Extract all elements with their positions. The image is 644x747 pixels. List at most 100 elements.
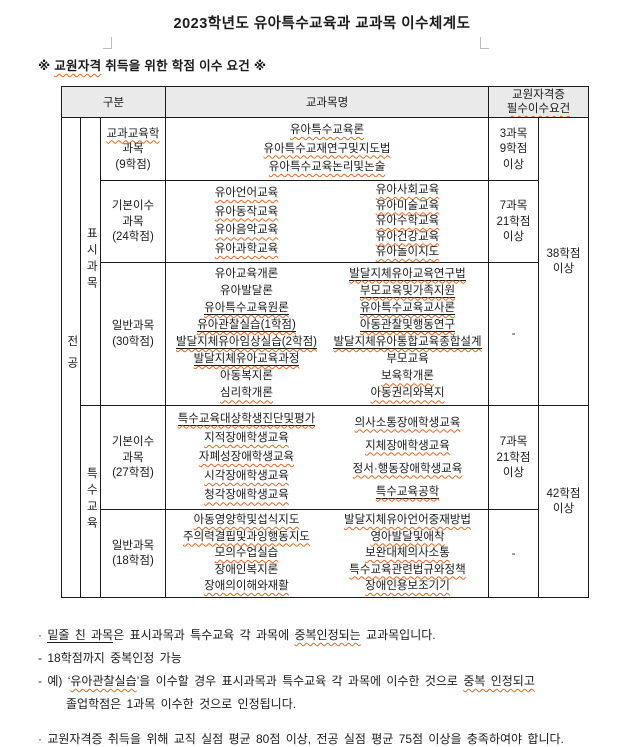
course-item: 유아특수교육논리및논술 — [269, 161, 385, 174]
text-segment: - 예) ‘ — [38, 674, 71, 688]
category-line: (30학점) — [102, 335, 165, 348]
category-line: 일반과목 — [102, 320, 165, 332]
text-segment: 유아언어교육 — [214, 187, 279, 200]
text-segment: 아동관찰및행동연구 — [359, 318, 456, 332]
course-item: 특수교육관련법규와정책 — [349, 564, 465, 577]
course-item: 발달지체유아통합교육종합설계 — [333, 336, 482, 350]
requirement-cell: - — [488, 262, 539, 406]
text-segment: 교원자격 — [54, 59, 102, 73]
text-segment: (30학점) — [112, 335, 154, 348]
course-item: 심리학개론 — [220, 387, 273, 400]
category-line: 과목 — [102, 143, 165, 155]
text-segment: 은 표시과목과 특수교육 각 과목에 — [113, 628, 295, 642]
text-segment: 보완대체의사소통 — [365, 547, 450, 559]
category-line: (24학점) — [102, 231, 165, 243]
course-item: 장애의이해와재활 — [204, 580, 289, 593]
text-segment: 유아특수교육논리및논술 — [268, 161, 386, 173]
category-line: (27학점) — [102, 467, 165, 479]
text-segment: 21학점 — [496, 451, 531, 464]
course-item: 부모교육및가족지원 — [359, 284, 456, 298]
text-boundary-mark-right — [480, 37, 489, 49]
header-group: 구분 — [61, 86, 166, 118]
course-item: 장애인복지론 — [215, 564, 278, 577]
text-segment: 발달지체유아교육연구법 — [349, 267, 466, 281]
header-line: 필수이수요건 — [490, 103, 588, 115]
text-segment: 취득을 위한 학점 이수 요건 ※ — [101, 59, 267, 73]
course-item: 정서·행동장애학생교육 — [353, 463, 463, 476]
text-segment: 38학점 — [546, 247, 581, 260]
text-segment: 유아놀이지도 — [375, 246, 440, 258]
header-requirement: 교원자격증 필수이수요건 — [487, 86, 590, 118]
requirement-line: 3과목 — [490, 127, 538, 140]
text-segment: 유아미술교육 — [375, 199, 440, 212]
text-segment: 7과목 — [499, 200, 528, 212]
footnote: · 밑줄 친 과목은 표시과목과 특수교육 각 과목에 중복인정되는 교과목입니… — [38, 628, 644, 643]
course-columns: 특수교육대상학생진단및평가 지적장애학생교육 자폐성장애학생교육 시각장애학생교육 청각… — [167, 407, 488, 509]
text-segment: 유아과학교육 — [214, 242, 279, 255]
course-item: 장애인용보조기기 — [365, 580, 450, 593]
course-item: 지적장애학생교육 — [204, 432, 289, 445]
text-segment: 과목 — [122, 215, 144, 228]
text-segment: 발달지체유아언어중재방법 — [344, 514, 471, 526]
text-segment: 장애인용보조기기 — [365, 580, 450, 592]
header-course-name: 교과목명 — [165, 86, 489, 118]
total-line: 42학점 — [540, 488, 588, 500]
total-line: 38학점 — [540, 247, 588, 260]
courses-cell: 유아교육개론 유아발달론 유아특수교육원론 유아관찰실습(1학점) 발달지체유아임상실습… — [165, 262, 489, 406]
text-segment: 유아수학교육 — [375, 215, 440, 227]
category-cell: 교과교육학 과목 (9학점) — [100, 117, 166, 181]
footnote: 졸업학점은 1과목 이수한 것으로 인정됩니다. — [38, 697, 644, 712]
text-boundary-mark-left — [103, 37, 112, 49]
text-segment: 장애인복지론 — [214, 563, 279, 576]
footnote: - 18학점까지 중복인정 가능 — [38, 651, 644, 666]
text-segment: 이상 — [502, 231, 525, 243]
text-segment: 7과목 — [499, 436, 528, 448]
text-segment: 중복인정되는 — [294, 628, 361, 642]
course-item: 유아관찰실습(1학점) — [197, 318, 296, 332]
text-segment: 중복 인정되고 — [463, 674, 535, 688]
course-item: 유아동작교육 — [215, 206, 278, 219]
category-cell: 일반과목 (18학점) — [100, 509, 166, 598]
text-segment: 부모교육및가족지원 — [359, 284, 456, 298]
text-segment: · 교원자격증 취득을 위해 교직 실점 평균 80점 이상, 전공 실점 평균… — [38, 732, 564, 746]
group-label-major: 전공 — [65, 334, 78, 378]
text-segment: 시각장애학생교육 — [204, 470, 289, 483]
text-segment: 자폐성장애학생교육 — [198, 450, 295, 463]
text-segment: 유아특수교재연구및지도법 — [263, 142, 391, 155]
table-header-row: 구분 교과목명 교원자격증 필수이수요건 — [61, 86, 590, 118]
text-segment: 유아사회교육 — [375, 184, 440, 196]
total-line: 이상 — [540, 263, 588, 275]
text-segment: 기본이수 — [111, 436, 155, 448]
course-item: 주의력결핍및과잉행동지도 — [183, 531, 310, 544]
course-columns: 유아교육개론 유아발달론 유아특수교육원론 유아관찰실습(1학점) 발달지체유아임상실습… — [167, 264, 488, 405]
group-label-special-education: 특수교육 — [85, 467, 98, 533]
category-cell: 일반과목 (30학점) — [100, 262, 166, 406]
requirement-cell: 7과목 21학점 이상 — [488, 405, 539, 510]
text-segment: ’을 이수할 경우 표시과목과 특수교육 각 과목에 이수한 것으로 — [136, 674, 464, 688]
course-item: 유아교육개론 — [215, 268, 278, 281]
course-item: 유아특수교육론 — [290, 124, 364, 137]
table-row: 일반과목 (30학점) 유아교육개론 유아발달론 유아특수교육원론 유아관찰실습(1학점… — [62, 262, 589, 406]
courses-cell: 특수교육대상학생진단및평가 지적장애학생교육 자폐성장애학생교육 시각장애학생교육 청각… — [165, 405, 489, 510]
category-line: 기본이수 — [102, 200, 165, 212]
course-item: 시각장애학생교육 — [204, 470, 289, 483]
text-segment: 주의력결핍및과잉행동지도 — [183, 530, 310, 543]
course-item: 발달지체유아언어중재방법 — [344, 514, 471, 527]
text-segment: 이상 — [502, 158, 525, 171]
course-column: 의사소통장애학생교육 지체장애학생교육 정서·행동장애학생교육 특수교육공학 — [327, 407, 488, 509]
course-item: 모의수업실습 — [215, 547, 278, 560]
text-segment: 3과목 — [499, 127, 528, 140]
text-segment: 아동권리와복지 — [370, 387, 445, 400]
text-segment: 아동영양학및섭식지도 — [193, 514, 300, 526]
requirement-cell: 3과목 9학점 이상 — [488, 117, 539, 181]
footnotes: · 밑줄 친 과목은 표시과목과 특수교육 각 과목에 중복인정되는 교과목입니… — [38, 628, 644, 747]
requirement-line: 21학점 — [490, 451, 538, 464]
course-item: 자폐성장애학생교육 — [199, 451, 294, 464]
category-line: 일반과목 — [102, 540, 165, 552]
text-segment: 특수교육대상학생진단및평가 — [177, 412, 316, 426]
requirement-line: 21학점 — [490, 216, 538, 228]
